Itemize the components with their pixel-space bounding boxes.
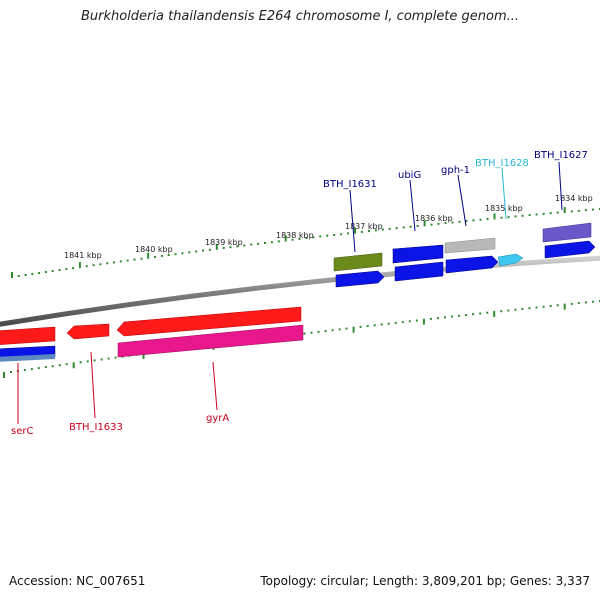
reverse-strand-genes (0, 306, 304, 362)
gene-ubig[interactable] (392, 244, 444, 264)
gene-label-gyra[interactable]: gyrA (206, 413, 229, 424)
gene-blue-lower-band (0, 354, 55, 362)
gene-labels: serC BTH_I1633 gyrA BTH_I1631 ubiG gph-1… (11, 150, 588, 437)
genome-stats: Topology: circular; Length: 3,809,201 bp… (260, 574, 590, 588)
scale-label-1837: 1837 kbp (345, 222, 383, 231)
scale-labels: 1841 kbp 1840 kbp 1839 kbp 1838 kbp 1837… (64, 194, 593, 260)
gene-label-serc[interactable]: serC (11, 426, 33, 437)
gene-label-btho1633[interactable]: BTH_I1633 (69, 422, 123, 433)
gene-label-btho1628[interactable]: BTH_I1628 (475, 158, 529, 169)
gene-label-ubig[interactable]: ubiG (398, 170, 421, 181)
label-leaders (17, 161, 563, 424)
gene-btho1628[interactable] (497, 253, 524, 267)
gene-gyra-magenta[interactable] (117, 324, 304, 358)
gene-label-gph1[interactable]: gph-1 (441, 165, 470, 176)
gene-blue-d[interactable] (544, 240, 596, 259)
chromosome-backbone (0, 255, 600, 327)
scale-label-1834: 1834 kbp (555, 194, 593, 203)
gene-btho1627[interactable] (542, 222, 592, 243)
forward-strand-genes (333, 222, 596, 288)
scale-label-1840: 1840 kbp (135, 245, 173, 254)
scale-label-1838: 1838 kbp (276, 231, 314, 240)
gene-blue-b[interactable] (394, 261, 444, 282)
gene-label-btho1631[interactable]: BTH_I1631 (323, 179, 377, 190)
gene-red-left[interactable] (0, 326, 56, 345)
scale-label-1841: 1841 kbp (64, 251, 102, 260)
scale-label-1839: 1839 kbp (205, 238, 243, 247)
scale-ticks-upper (11, 207, 600, 278)
gene-btho1633[interactable] (66, 323, 110, 340)
gene-blue-c[interactable] (445, 255, 499, 274)
scale-label-1836: 1836 kbp (415, 214, 453, 223)
gene-btho1631-olive[interactable] (333, 252, 383, 272)
accession-label: Accession: NC_007651 (9, 574, 146, 588)
gene-gyra-red[interactable] (116, 306, 302, 337)
scale-label-1835: 1835 kbp (485, 204, 523, 213)
gene-label-btho1627[interactable]: BTH_I1627 (534, 150, 588, 161)
gene-blue-a[interactable] (335, 270, 385, 288)
map-title: Burkholderia thailandensis E264 chromoso… (80, 9, 520, 24)
gene-gph1[interactable] (444, 237, 496, 254)
